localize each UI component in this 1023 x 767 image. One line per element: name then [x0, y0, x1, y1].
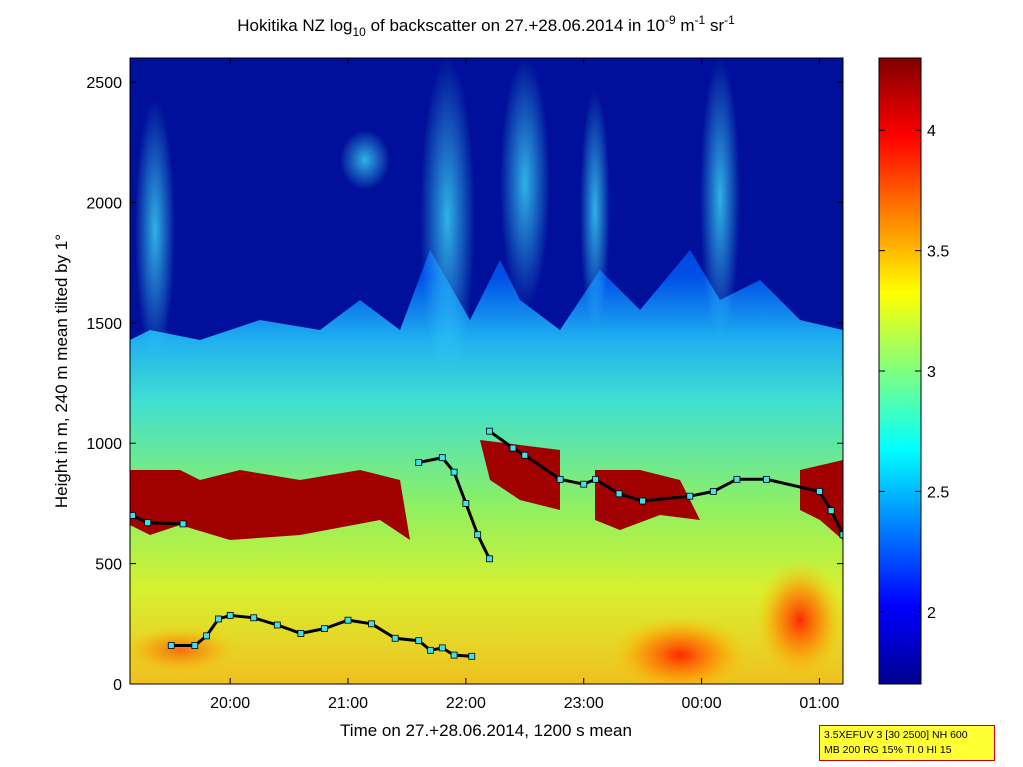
series-marker [839, 531, 843, 539]
cloud-band [480, 440, 560, 510]
colorbar-tick-label: 2.5 [927, 484, 949, 501]
series-marker [321, 625, 328, 633]
y-tick-label: 1000 [86, 436, 122, 453]
cyan-streak [500, 58, 550, 308]
series-marker [450, 651, 458, 659]
series-marker [438, 644, 446, 652]
series-marker [344, 616, 352, 624]
series-marker [556, 475, 564, 483]
series-marker [179, 520, 187, 528]
y-tick-label: 1500 [86, 316, 122, 333]
x-tick-label: 22:00 [446, 695, 486, 712]
series-marker [816, 487, 823, 495]
series-marker [639, 497, 647, 505]
series-marker [462, 500, 470, 507]
x-tick-label: 01:00 [799, 695, 839, 712]
series-marker [733, 475, 741, 483]
series-layer [130, 427, 843, 660]
hot-region [130, 625, 240, 675]
colorbar-tick-label: 2 [927, 605, 936, 622]
cloud-band [800, 460, 843, 540]
colorbar-tick-label: 3.5 [927, 244, 949, 261]
x-tick-label: 23:00 [564, 695, 604, 712]
hot-region [610, 615, 750, 684]
series-marker [615, 490, 623, 498]
y-tick-label: 2500 [86, 75, 122, 92]
x-tick-label: 00:00 [682, 695, 722, 712]
series-marker [709, 487, 717, 495]
series-marker [415, 459, 423, 466]
info-box: 3.5XEFUV 3 [30 2500] NH 600 MB 200 RG 15… [819, 725, 995, 761]
series-marker [438, 454, 446, 462]
x-tick-label: 21:00 [328, 695, 368, 712]
y-tick-label: 500 [95, 557, 122, 574]
colorbar-tick-label: 3 [927, 364, 936, 381]
series-marker [427, 646, 434, 654]
series-marker [214, 615, 222, 623]
y-tick-label: 0 [113, 677, 122, 694]
series-marker [297, 630, 305, 637]
info-line-2: MB 200 RG 15% TI 0 HI 15 [824, 744, 952, 756]
chart-title: Hokitika NZ log10 of backscatter on 27.+… [237, 13, 735, 39]
series-marker [167, 642, 175, 649]
series-marker [273, 621, 281, 629]
series-marker [486, 555, 493, 563]
series-marker [415, 637, 423, 645]
cyan-streak [700, 58, 740, 338]
cyan-streak [420, 58, 475, 378]
series-marker [226, 611, 234, 619]
series-marker [474, 531, 482, 539]
series-marker [368, 620, 375, 628]
x-tick-label: 20:00 [210, 695, 250, 712]
series-marker [450, 468, 458, 476]
x-axis-label: Time on 27.+28.06.2014, 1200 s mean [340, 721, 632, 740]
hot-region [755, 560, 843, 680]
cloud-band [130, 470, 410, 540]
series-marker [827, 507, 835, 515]
series-marker [486, 427, 493, 435]
colorbar-tick-label: 4 [927, 123, 936, 140]
series-line [418, 456, 491, 560]
heatmap-area [130, 58, 843, 684]
series-marker [391, 634, 399, 642]
info-line-1: 3.5XEFUV 3 [30 2500] NH 600 [824, 729, 968, 741]
series-marker [509, 444, 517, 452]
y-tick-label: 2000 [86, 195, 122, 212]
y-axis: 0 500 1000 1500 2000 2500 [86, 75, 843, 694]
series-marker [521, 451, 529, 459]
series-marker [468, 652, 476, 660]
colorbar-ticks: 2 2.5 3 3.5 4 [879, 123, 949, 622]
cyan-streak [340, 130, 390, 190]
y-axis-label: Height in m, 240 m mean tilted by 1° [52, 234, 71, 508]
series-marker [191, 642, 199, 649]
series-marker [580, 480, 588, 488]
series-marker [686, 492, 694, 500]
plot-frame [129, 57, 844, 685]
cyan-streak [135, 100, 175, 360]
colorbar [878, 57, 922, 685]
series-marker [203, 632, 211, 640]
series-marker [592, 475, 599, 483]
series-marker [130, 512, 136, 519]
series-marker [144, 519, 152, 527]
cyan-streak [580, 90, 610, 330]
x-axis: 20:00 21:00 22:00 23:00 00:00 01:00 [210, 58, 840, 712]
upper-dark-layer [130, 58, 843, 340]
series-marker [762, 475, 770, 483]
series-marker [250, 614, 258, 622]
